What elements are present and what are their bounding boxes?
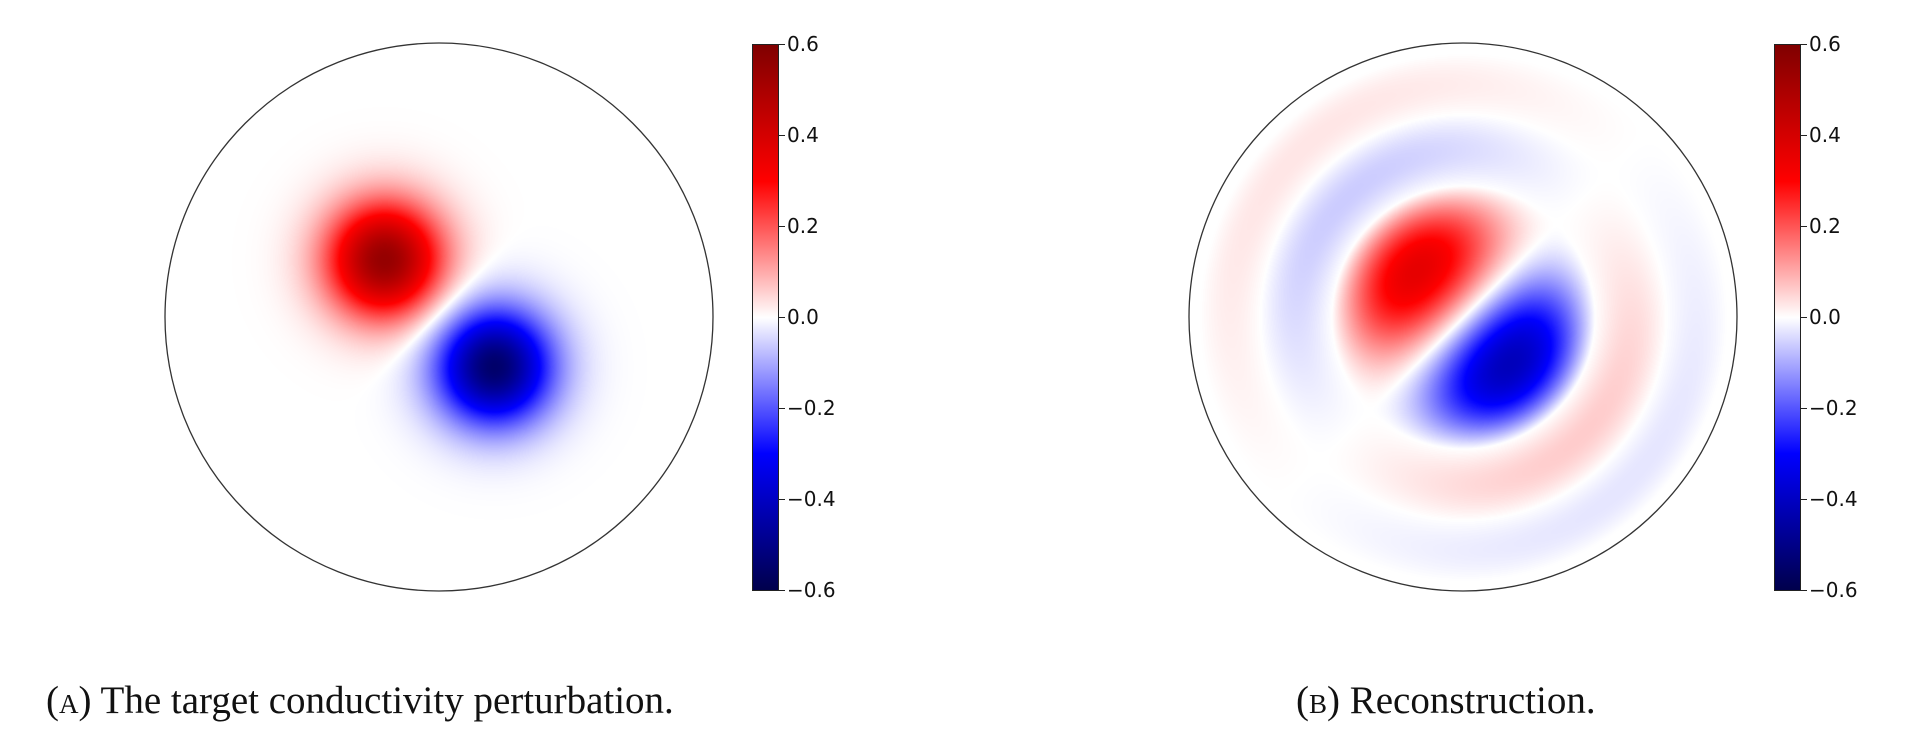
colorbar-tick-label: −0.4	[1809, 487, 1858, 511]
colorbar-tick-mark	[779, 135, 785, 136]
colorbar-tick-label: 0.0	[787, 305, 819, 329]
colorbar-tick-label: 0.0	[1809, 305, 1841, 329]
colorbar-tick-label: 0.2	[1809, 214, 1841, 238]
colorbar-tick-mark	[779, 408, 785, 409]
colorbar-tick-label: 0.6	[1809, 32, 1841, 56]
colorbar-tick-mark	[1801, 408, 1807, 409]
disk-boundary	[1188, 42, 1738, 592]
panel-a: 0.6 0.4 0.2 0.0 −0.2 −0.4 −0.6 (a) The target …	[46, 32, 836, 723]
disk-boundary	[164, 42, 714, 592]
colorbar-tick-label: 0.6	[787, 32, 819, 56]
target-perturbation-heatmap	[163, 41, 715, 593]
colorbar-tick-mark	[1801, 226, 1807, 227]
colorbar	[752, 44, 779, 591]
colorbar-tick-mark	[779, 317, 785, 318]
reconstruction-heatmap	[1187, 41, 1739, 593]
colorbar-tick-mark	[1801, 135, 1807, 136]
colorbar-tick-label: 0.4	[1809, 123, 1841, 147]
colorbar-tick-mark	[1801, 590, 1807, 591]
colorbar-tick-mark	[779, 226, 785, 227]
caption-text: The target conductivity perturbation.	[100, 679, 674, 722]
colorbar-tick-label: −0.2	[787, 396, 836, 420]
colorbar-tick-mark	[779, 44, 785, 45]
colorbar-tick-label: −0.2	[1809, 396, 1858, 420]
colorbar-tick-mark	[1801, 317, 1807, 318]
caption-tag: (b)	[1296, 679, 1340, 722]
colorbar-tick-mark	[1801, 499, 1807, 500]
caption-a: (a) The target conductivity perturbation…	[46, 678, 674, 723]
colorbar-tick-mark	[779, 590, 785, 591]
colorbar-tick-mark	[1801, 44, 1807, 45]
colorbar-tick-label: −0.6	[1809, 578, 1858, 602]
panel-b: 0.6 0.4 0.2 0.0 −0.2 −0.4 −0.6 (b) Reconstruct…	[960, 0, 1920, 748]
colorbar-tick-label: 0.2	[787, 214, 819, 238]
colorbar-tick-label: 0.4	[787, 123, 819, 147]
colorbar-tick-label: −0.4	[787, 487, 836, 511]
caption-b: (b) Reconstruction.	[1296, 678, 1596, 723]
caption-text: Reconstruction.	[1349, 679, 1596, 722]
colorbar	[1774, 44, 1801, 591]
caption-tag: (a)	[46, 679, 92, 722]
colorbar-tick-mark	[779, 499, 785, 500]
colorbar-tick-label: −0.6	[787, 578, 836, 602]
